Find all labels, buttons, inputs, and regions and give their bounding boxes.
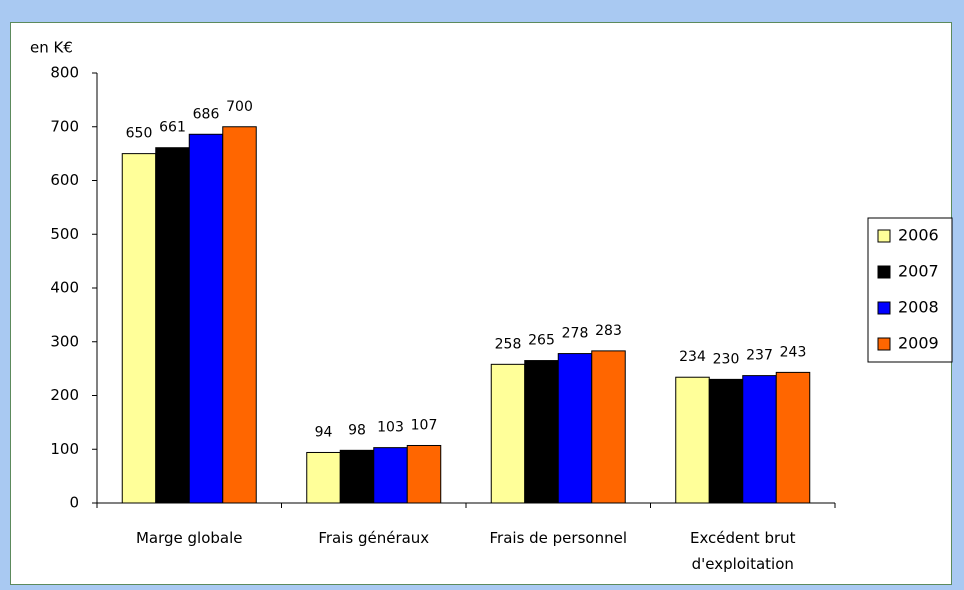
y-tick-label: 100 (50, 440, 79, 458)
bar (775, 371, 811, 504)
bar (306, 451, 341, 504)
bar (591, 350, 626, 504)
value-label: 237 (746, 348, 773, 364)
legend-label: 2009 (898, 334, 939, 353)
value-label: 107 (411, 417, 438, 433)
y-tick-label: 800 (50, 64, 79, 82)
x-tick-label: Frais de personnel (489, 529, 627, 547)
bar (708, 378, 744, 504)
x-tick-label: Marge globale (135, 529, 243, 547)
bar (490, 363, 526, 504)
legend-swatch (877, 229, 891, 243)
value-label: 265 (528, 333, 555, 349)
bar (222, 126, 257, 504)
value-label: 661 (159, 120, 186, 136)
legend-label: 2008 (898, 298, 939, 317)
y-tick-label: 400 (50, 279, 79, 297)
y-tick-label: 600 (50, 171, 79, 189)
bar (675, 376, 710, 504)
legend-label: 2006 (898, 226, 939, 245)
legend-label: 2007 (898, 262, 939, 281)
y-tick-label: 0 (69, 494, 79, 512)
value-label: 103 (377, 420, 404, 436)
legend-swatch (877, 265, 891, 279)
bar (524, 360, 559, 504)
value-label: 686 (193, 106, 220, 122)
value-label: 234 (679, 349, 706, 365)
y-tick-label: 700 (50, 117, 79, 135)
x-tick-label: Excédent brut d'exploitation (689, 529, 796, 573)
bar (742, 375, 777, 504)
value-label: 700 (226, 99, 253, 115)
bar (373, 447, 408, 504)
y-axis-label: en K€ (30, 39, 73, 57)
bar (406, 444, 442, 504)
bar (188, 133, 224, 504)
legend-swatch (877, 337, 891, 351)
x-tick-label: Frais généraux (318, 529, 430, 547)
value-label: 278 (562, 326, 589, 342)
value-label: 243 (780, 344, 807, 360)
bar (155, 147, 190, 504)
bar (339, 449, 375, 504)
y-tick-label: 300 (50, 332, 79, 350)
value-label: 258 (495, 336, 522, 352)
value-label: 94 (315, 424, 333, 440)
bar (121, 153, 157, 504)
y-tick-label: 200 (50, 386, 79, 404)
value-label: 98 (348, 422, 366, 438)
value-label: 230 (713, 351, 740, 367)
y-tick-label: 500 (50, 225, 79, 243)
legend-swatch (877, 301, 891, 315)
value-label: 650 (126, 126, 153, 142)
bar (557, 353, 593, 504)
value-label: 283 (595, 323, 622, 339)
